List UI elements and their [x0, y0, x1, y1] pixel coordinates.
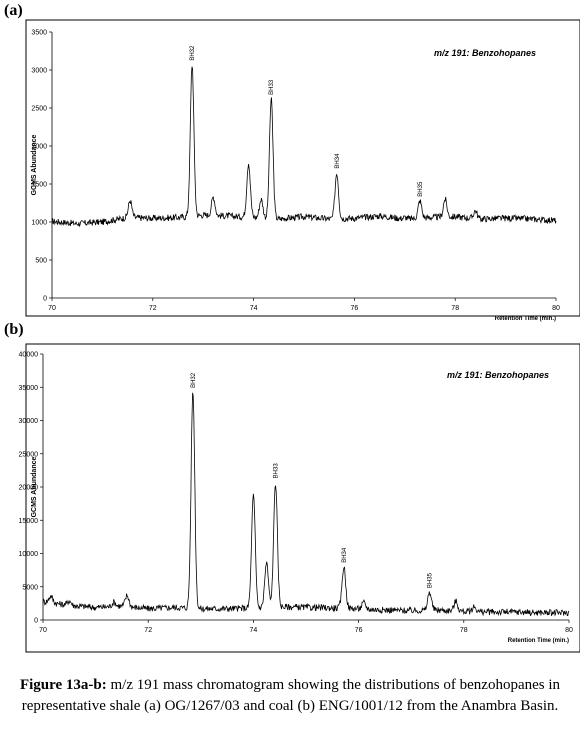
- x-tick-label: 74: [250, 627, 258, 634]
- y-tick-label: 20000: [19, 485, 39, 492]
- y-tick-label: 1000: [31, 220, 47, 227]
- x-tick-label: 76: [351, 305, 359, 312]
- x-tick-label: 72: [144, 627, 152, 634]
- y-tick-label: 5000: [22, 584, 38, 591]
- chart-a: 0 500 1000 1500 2000 2500 3000 3500 70 72 74 76 78 80…: [25, 19, 580, 322]
- y-axis-label: GCMS Abundance: [31, 135, 38, 196]
- chart-b: 0 5000 10000 15000 20000 25000 30000 35000 40000…: [19, 343, 580, 653]
- y-tick-label: 0: [34, 618, 38, 625]
- x-tick-label: 80: [552, 305, 560, 312]
- y-axis-label: GCMS Abundance: [31, 457, 38, 518]
- chromatogram-trace: [51, 66, 557, 228]
- panel-b-letter: (b): [4, 321, 24, 338]
- x-axis-label: Retention Time (min.): [495, 316, 556, 322]
- y-tick-label: 25000: [19, 451, 39, 458]
- y-tick-label: 10000: [19, 551, 39, 558]
- chart-frame: [25, 19, 580, 317]
- chart-frame: [25, 343, 580, 653]
- chart-title: m/z 191: Benzohopanes: [434, 48, 536, 58]
- peak-label: BH32: [191, 372, 197, 388]
- chromatogram-trace: [42, 392, 570, 617]
- y-tick-label: 0: [43, 296, 47, 303]
- peak-label: BH32: [190, 45, 196, 61]
- x-tick-label: 70: [48, 305, 56, 312]
- chart-title: m/z 191: Benzohopanes: [447, 370, 549, 380]
- y-tick-label: 15000: [19, 518, 39, 525]
- y-tick-label: 3000: [31, 68, 47, 75]
- x-tick-label: 78: [460, 627, 468, 634]
- y-tick-label: 2500: [31, 106, 47, 113]
- peak-label: BH33: [273, 463, 279, 479]
- peak-label: BH35: [418, 181, 424, 197]
- panel-a-letter: (a): [4, 2, 23, 19]
- x-tick-label: 74: [250, 305, 258, 312]
- peak-label: BH35: [428, 572, 434, 588]
- x-tick-label: 80: [565, 627, 573, 634]
- caption-text: m/z 191 mass chromatogram showing the di…: [21, 677, 561, 714]
- y-tick-label: 3500: [31, 30, 47, 37]
- y-tick-label: 40000: [19, 352, 39, 359]
- y-tick-label: 1500: [31, 182, 47, 189]
- y-tick-label: 2000: [31, 144, 47, 151]
- y-tick-label: 500: [35, 258, 47, 265]
- x-tick-label: 76: [355, 627, 363, 634]
- peak-label: BH33: [269, 79, 275, 95]
- x-tick-label: 70: [39, 627, 47, 634]
- y-tick-label: 35000: [19, 385, 39, 392]
- x-tick-label: 72: [149, 305, 157, 312]
- peak-label: BH34: [335, 153, 341, 169]
- x-axis-label: Retention Time (min.): [508, 638, 569, 644]
- peak-label: BH34: [342, 547, 348, 563]
- y-tick-label: 30000: [19, 418, 39, 425]
- caption-label: Figure 13a-b:: [19, 677, 107, 693]
- figure-caption: Figure 13a-b: m/z 191 mass chromatogram …: [0, 675, 580, 717]
- x-tick-label: 78: [451, 305, 459, 312]
